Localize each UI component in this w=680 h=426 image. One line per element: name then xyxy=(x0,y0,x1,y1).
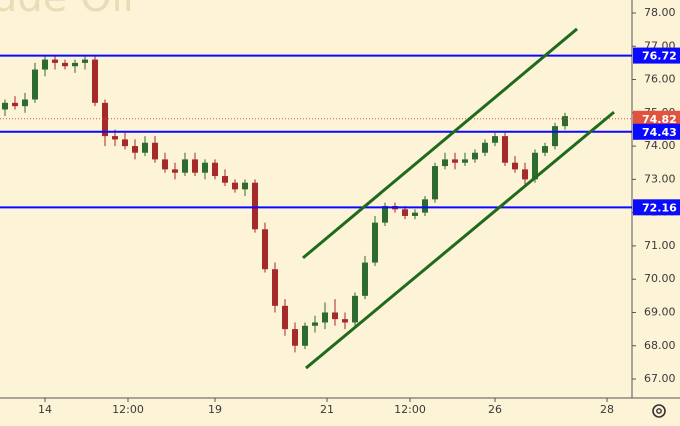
x-tick-label: 19 xyxy=(208,403,222,416)
candle-body xyxy=(212,162,218,177)
candle-body xyxy=(452,159,458,163)
candle-body xyxy=(152,142,158,160)
candle-body xyxy=(312,322,318,326)
candle-body xyxy=(192,159,198,173)
candle-body xyxy=(52,59,58,63)
candle-body xyxy=(332,312,338,320)
candle-body xyxy=(502,136,508,163)
y-tick-label: 67.00 xyxy=(644,372,676,385)
candle-body xyxy=(422,199,428,213)
candle-body xyxy=(72,62,78,67)
candle-body xyxy=(562,116,568,127)
candle-body xyxy=(542,146,548,153)
candle-body xyxy=(552,126,558,147)
last-price-label-box xyxy=(633,110,680,127)
candle-body xyxy=(12,102,18,107)
candle-body xyxy=(1,102,8,110)
candle-body xyxy=(512,162,518,170)
candle-body xyxy=(32,69,38,100)
candle-body xyxy=(282,305,288,330)
candle-body xyxy=(122,139,128,147)
candle-body xyxy=(462,159,468,163)
candle-body xyxy=(22,99,28,107)
level-label: 76.72 xyxy=(642,50,677,63)
candle-body xyxy=(412,212,418,216)
candle-body xyxy=(202,162,208,173)
candle-body xyxy=(352,295,358,323)
candle-body xyxy=(112,136,118,140)
candle-body xyxy=(92,59,98,103)
candle-body xyxy=(172,169,178,173)
candle-body xyxy=(82,59,88,63)
y-tick-label: 68.00 xyxy=(644,339,676,352)
candle-body xyxy=(132,146,138,153)
candle-body xyxy=(532,152,538,180)
x-tick-label: 12:00 xyxy=(112,403,144,416)
candle-body xyxy=(162,159,168,170)
candle-body xyxy=(142,142,148,153)
candle-body xyxy=(442,159,448,167)
level-label-box xyxy=(633,47,680,64)
candle-body xyxy=(102,102,108,137)
candle-body xyxy=(432,166,438,200)
y-tick-label: 69.00 xyxy=(644,305,676,318)
candle-body xyxy=(222,176,228,183)
x-tick-label: 26 xyxy=(488,403,502,416)
candle-body xyxy=(232,182,238,190)
settings-icon[interactable] xyxy=(652,404,666,418)
level-label-box xyxy=(633,199,680,216)
candle-body xyxy=(292,329,298,346)
candle-body xyxy=(62,62,68,67)
candle-body xyxy=(522,169,528,180)
candle-body xyxy=(272,269,278,306)
candle-body xyxy=(482,142,488,153)
level-label: 72.16 xyxy=(642,201,677,214)
candle-body xyxy=(252,182,258,230)
candle-body xyxy=(242,182,248,190)
x-tick-label: 12:00 xyxy=(394,403,426,416)
candle-body xyxy=(182,159,188,173)
x-tick-label: 14 xyxy=(38,403,52,416)
candle-body xyxy=(322,312,328,323)
candle-body xyxy=(382,205,388,223)
candle-body xyxy=(262,229,268,270)
candle-body xyxy=(342,319,348,323)
candle-body xyxy=(42,59,48,70)
watermark: ude Oil xyxy=(0,0,134,21)
x-tick-label: 28 xyxy=(600,403,614,416)
y-tick-label: 71.00 xyxy=(644,239,676,252)
candle-body xyxy=(472,152,478,160)
channel-line xyxy=(302,27,578,260)
candle-body xyxy=(372,222,378,263)
x-tick-label: 21 xyxy=(320,403,334,416)
candle-body xyxy=(402,209,408,216)
y-tick-label: 70.00 xyxy=(644,272,676,285)
last-price-label: 74.82 xyxy=(642,113,677,126)
level-label-box xyxy=(633,123,680,140)
y-tick-label: 73.00 xyxy=(644,172,676,185)
candle-body xyxy=(302,325,308,346)
y-tick-label: 76.00 xyxy=(644,73,676,86)
y-tick-label: 78.00 xyxy=(644,6,676,19)
y-tick-label: 74.00 xyxy=(644,139,676,152)
candle-body xyxy=(492,136,498,143)
level-label: 74.43 xyxy=(642,126,677,139)
channel-line xyxy=(305,110,615,370)
candle-body xyxy=(362,262,368,296)
